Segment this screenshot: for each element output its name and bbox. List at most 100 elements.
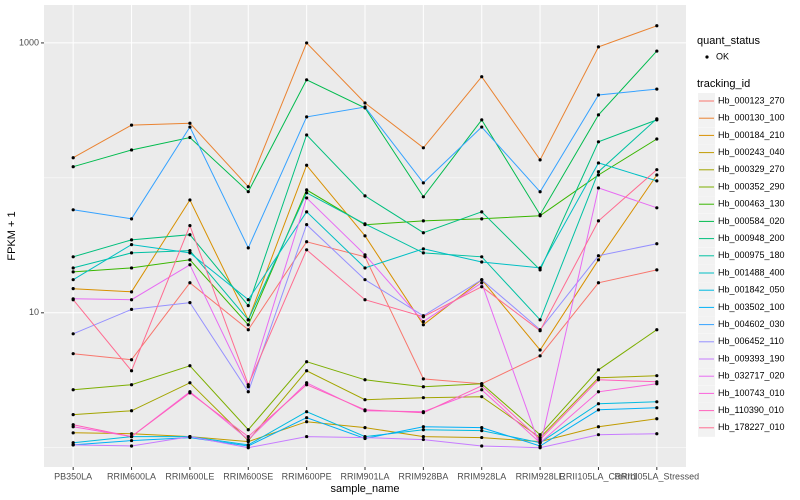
data-point (480, 217, 484, 221)
data-point (421, 247, 425, 251)
data-point (71, 287, 75, 291)
data-point (596, 402, 601, 406)
data-point (596, 378, 601, 382)
data-point (363, 234, 367, 238)
data-point (188, 251, 192, 255)
data-point (188, 125, 192, 129)
legend-label: OK (716, 51, 729, 61)
data-point (596, 161, 601, 165)
data-point (538, 266, 542, 270)
data-point (305, 191, 309, 195)
data-point (596, 186, 601, 190)
data-point (538, 329, 542, 333)
data-point (538, 213, 542, 217)
data-point (655, 268, 659, 272)
data-point (655, 168, 659, 172)
legend-label: Hb_006452_110 (718, 336, 784, 346)
data-point (305, 240, 309, 244)
data-point (129, 238, 134, 242)
data-point (363, 222, 367, 226)
data-point (305, 360, 309, 364)
data-point (655, 137, 659, 141)
data-point (246, 185, 250, 189)
y-tick-label: 10 (29, 307, 39, 317)
x-tick-label: RRIM928BA (398, 471, 448, 481)
legend-key (705, 55, 709, 59)
data-point (538, 433, 542, 437)
data-point (480, 75, 484, 79)
legend-label: Hb_000123_270 (718, 95, 785, 105)
data-point (363, 398, 367, 402)
data-point (655, 400, 659, 404)
x-tick-label: RRIM901LA (340, 471, 389, 481)
data-point (421, 315, 425, 319)
data-point (246, 246, 250, 250)
data-point (71, 443, 75, 447)
data-point (129, 123, 134, 127)
data-point (305, 115, 309, 119)
legend-label: Hb_110390_010 (718, 405, 784, 415)
data-point (538, 348, 542, 352)
data-point (363, 435, 367, 440)
data-point (305, 163, 309, 167)
data-point (246, 304, 250, 308)
data-point (305, 196, 309, 200)
data-point (655, 406, 659, 410)
y-tick-label: 1000 (19, 37, 39, 47)
data-point (480, 444, 484, 448)
data-point (596, 93, 601, 97)
data-point (188, 223, 192, 228)
legend-label: Hb_003502_100 (718, 302, 785, 312)
data-point (421, 385, 425, 389)
data-point (246, 323, 250, 327)
data-point (363, 266, 367, 270)
data-point (655, 242, 659, 246)
legend-label: Hb_032717_020 (718, 371, 785, 381)
data-point (480, 125, 484, 129)
data-point (188, 135, 192, 140)
data-point (596, 425, 601, 429)
data-point (596, 390, 601, 394)
x-tick-label: RRII105LA_Stressed (615, 471, 700, 481)
legend-label: Hb_001842_050 (718, 285, 785, 295)
data-point (421, 434, 425, 439)
data-point (246, 437, 250, 442)
data-point (363, 378, 367, 382)
data-point (305, 369, 309, 373)
data-point (71, 431, 75, 435)
data-point (129, 369, 134, 373)
data-point (655, 206, 659, 210)
data-point (71, 270, 75, 274)
data-point (596, 140, 601, 144)
data-point (655, 417, 659, 421)
data-point (305, 78, 309, 82)
data-point (421, 425, 425, 429)
data-point (129, 444, 134, 448)
data-point (129, 434, 134, 439)
data-point (305, 410, 309, 414)
legend-label: Hb_000184_210 (718, 130, 785, 140)
data-point (655, 49, 659, 53)
data-point (246, 328, 250, 332)
data-point (480, 210, 484, 214)
data-point (596, 254, 601, 258)
data-point (129, 298, 134, 302)
data-point (129, 358, 134, 362)
data-point (421, 396, 425, 400)
x-tick-label: RRII105LA_Control (559, 471, 637, 481)
data-point (188, 301, 192, 305)
data-point (596, 281, 601, 285)
data-point (129, 217, 134, 221)
x-tick-label: PB350LA (54, 471, 92, 481)
data-point (129, 266, 134, 270)
data-point (480, 278, 484, 282)
data-point (71, 423, 75, 427)
data-point (655, 24, 659, 28)
data-point (188, 281, 192, 285)
legend-label: Hb_100743_010 (718, 388, 785, 398)
data-point (71, 413, 75, 417)
legend-label: Hb_000329_270 (718, 164, 785, 174)
data-point (129, 290, 134, 294)
data-point (596, 408, 601, 412)
